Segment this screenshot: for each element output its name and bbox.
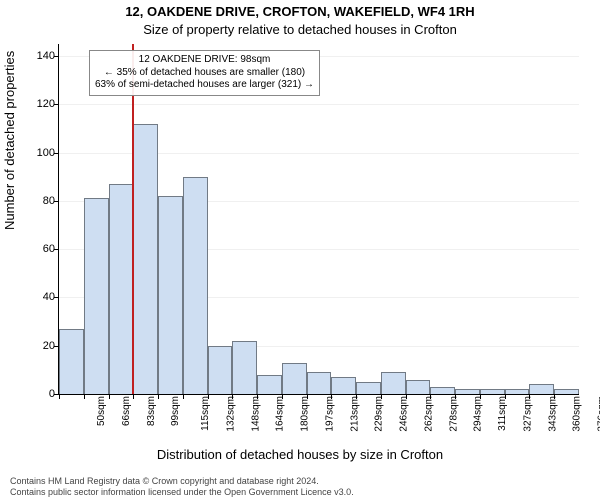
histogram-bar [529, 384, 554, 394]
xtick-mark [430, 394, 431, 399]
histogram-bar [282, 363, 307, 394]
xtick-label: 66sqm [121, 396, 132, 426]
ytick-label: 140 [25, 50, 59, 62]
footer-attribution: Contains HM Land Registry data © Crown c… [10, 476, 590, 499]
histogram-bar [356, 382, 381, 394]
histogram-bar [455, 389, 480, 394]
xtick-label: 343sqm [547, 396, 558, 432]
xtick-mark [529, 394, 530, 399]
xtick-mark [406, 394, 407, 399]
xtick-label: 164sqm [275, 396, 286, 432]
ytick-label: 100 [25, 147, 59, 159]
histogram-bar [257, 375, 282, 394]
x-axis-label: Distribution of detached houses by size … [0, 447, 600, 462]
histogram-bar [554, 389, 579, 394]
xtick-label: 294sqm [473, 396, 484, 432]
annotation-line3: 63% of semi-detached houses are larger (… [95, 79, 314, 92]
xtick-mark [356, 394, 357, 399]
xtick-label: 180sqm [300, 396, 311, 432]
histogram-bar [183, 177, 208, 394]
xtick-mark [109, 394, 110, 399]
ytick-label: 80 [25, 195, 59, 207]
ytick-label: 60 [25, 243, 59, 255]
xtick-mark [208, 394, 209, 399]
xtick-label: 262sqm [423, 396, 434, 432]
xtick-mark [158, 394, 159, 399]
xtick-mark [232, 394, 233, 399]
annotation-box: 12 OAKDENE DRIVE: 98sqm ← 35% of detache… [89, 50, 320, 96]
plot-area: 02040608010012014050sqm66sqm83sqm99sqm11… [58, 44, 579, 395]
histogram-bar [59, 329, 84, 394]
ytick-label: 40 [25, 291, 59, 303]
xtick-label: 99sqm [170, 396, 181, 426]
histogram-bar [406, 380, 431, 394]
xtick-label: 132sqm [225, 396, 236, 432]
xtick-label: 83sqm [146, 396, 157, 426]
xtick-mark [282, 394, 283, 399]
ytick-label: 120 [25, 98, 59, 110]
xtick-mark [480, 394, 481, 399]
histogram-bar [109, 184, 134, 394]
y-axis-label: Number of detached properties [2, 51, 17, 230]
xtick-label: 213sqm [349, 396, 360, 432]
annotation-title: 12 OAKDENE DRIVE: 98sqm [95, 54, 314, 67]
xtick-mark [554, 394, 555, 399]
xtick-label: 327sqm [523, 396, 534, 432]
annotation-line2: ← 35% of detached houses are smaller (18… [95, 67, 314, 80]
xtick-mark [331, 394, 332, 399]
xtick-mark [257, 394, 258, 399]
xtick-mark [59, 394, 60, 399]
xtick-label: 311sqm [497, 396, 508, 431]
xtick-mark [455, 394, 456, 399]
xtick-label: 115sqm [200, 396, 211, 431]
histogram-bar [84, 198, 109, 394]
xtick-label: 197sqm [324, 396, 335, 432]
xtick-mark [84, 394, 85, 399]
xtick-label: 50sqm [96, 396, 107, 426]
histogram-bar [331, 377, 356, 394]
xtick-mark [183, 394, 184, 399]
histogram-bar [505, 389, 530, 394]
xtick-mark [307, 394, 308, 399]
histogram-bar [232, 341, 257, 394]
xtick-label: 360sqm [572, 396, 583, 432]
xtick-label: 278sqm [448, 396, 459, 432]
xtick-mark [133, 394, 134, 399]
histogram-bar [158, 196, 183, 394]
ytick-label: 0 [25, 388, 59, 400]
xtick-mark [505, 394, 506, 399]
xtick-label: 246sqm [399, 396, 410, 432]
xtick-label: 148sqm [250, 396, 261, 432]
chart-title-line2: Size of property relative to detached ho… [0, 22, 600, 37]
ytick-label: 20 [25, 340, 59, 352]
histogram-bar [381, 372, 406, 394]
footer-line2: Contains public sector information licen… [10, 487, 590, 498]
histogram-bar [133, 124, 158, 394]
histogram-bar [307, 372, 332, 394]
footer-line1: Contains HM Land Registry data © Crown c… [10, 476, 590, 487]
xtick-label: 229sqm [374, 396, 385, 432]
histogram-bar [430, 387, 455, 394]
chart-title-line1: 12, OAKDENE DRIVE, CROFTON, WAKEFIELD, W… [0, 4, 600, 19]
histogram-bar [208, 346, 233, 394]
gridline [59, 394, 579, 395]
chart-container: 12, OAKDENE DRIVE, CROFTON, WAKEFIELD, W… [0, 0, 600, 500]
xtick-mark [381, 394, 382, 399]
gridline [59, 104, 579, 105]
property-marker-line [132, 44, 134, 394]
histogram-bar [480, 389, 505, 394]
